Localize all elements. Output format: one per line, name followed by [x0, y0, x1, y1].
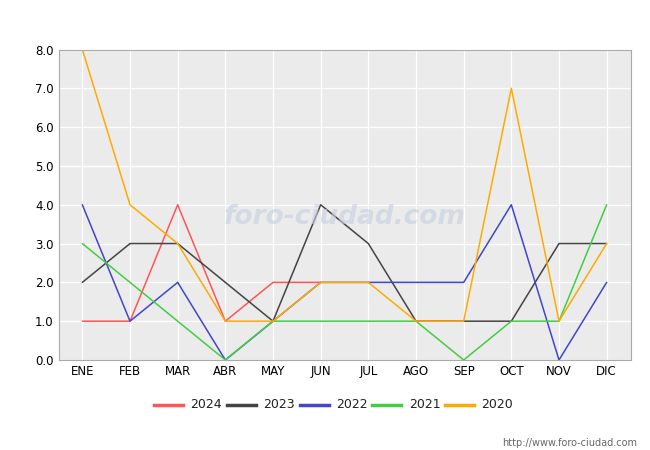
Text: Matriculaciones de Vehiculos en Ahigal: Matriculaciones de Vehiculos en Ahigal — [163, 11, 487, 29]
Text: 2024: 2024 — [190, 399, 222, 411]
Text: 2020: 2020 — [482, 399, 514, 411]
Text: 2022: 2022 — [336, 399, 367, 411]
Text: 2021: 2021 — [409, 399, 440, 411]
Text: foro-ciudad.com: foro-ciudad.com — [224, 204, 465, 230]
Text: 2023: 2023 — [263, 399, 294, 411]
Text: http://www.foro-ciudad.com: http://www.foro-ciudad.com — [502, 438, 637, 448]
